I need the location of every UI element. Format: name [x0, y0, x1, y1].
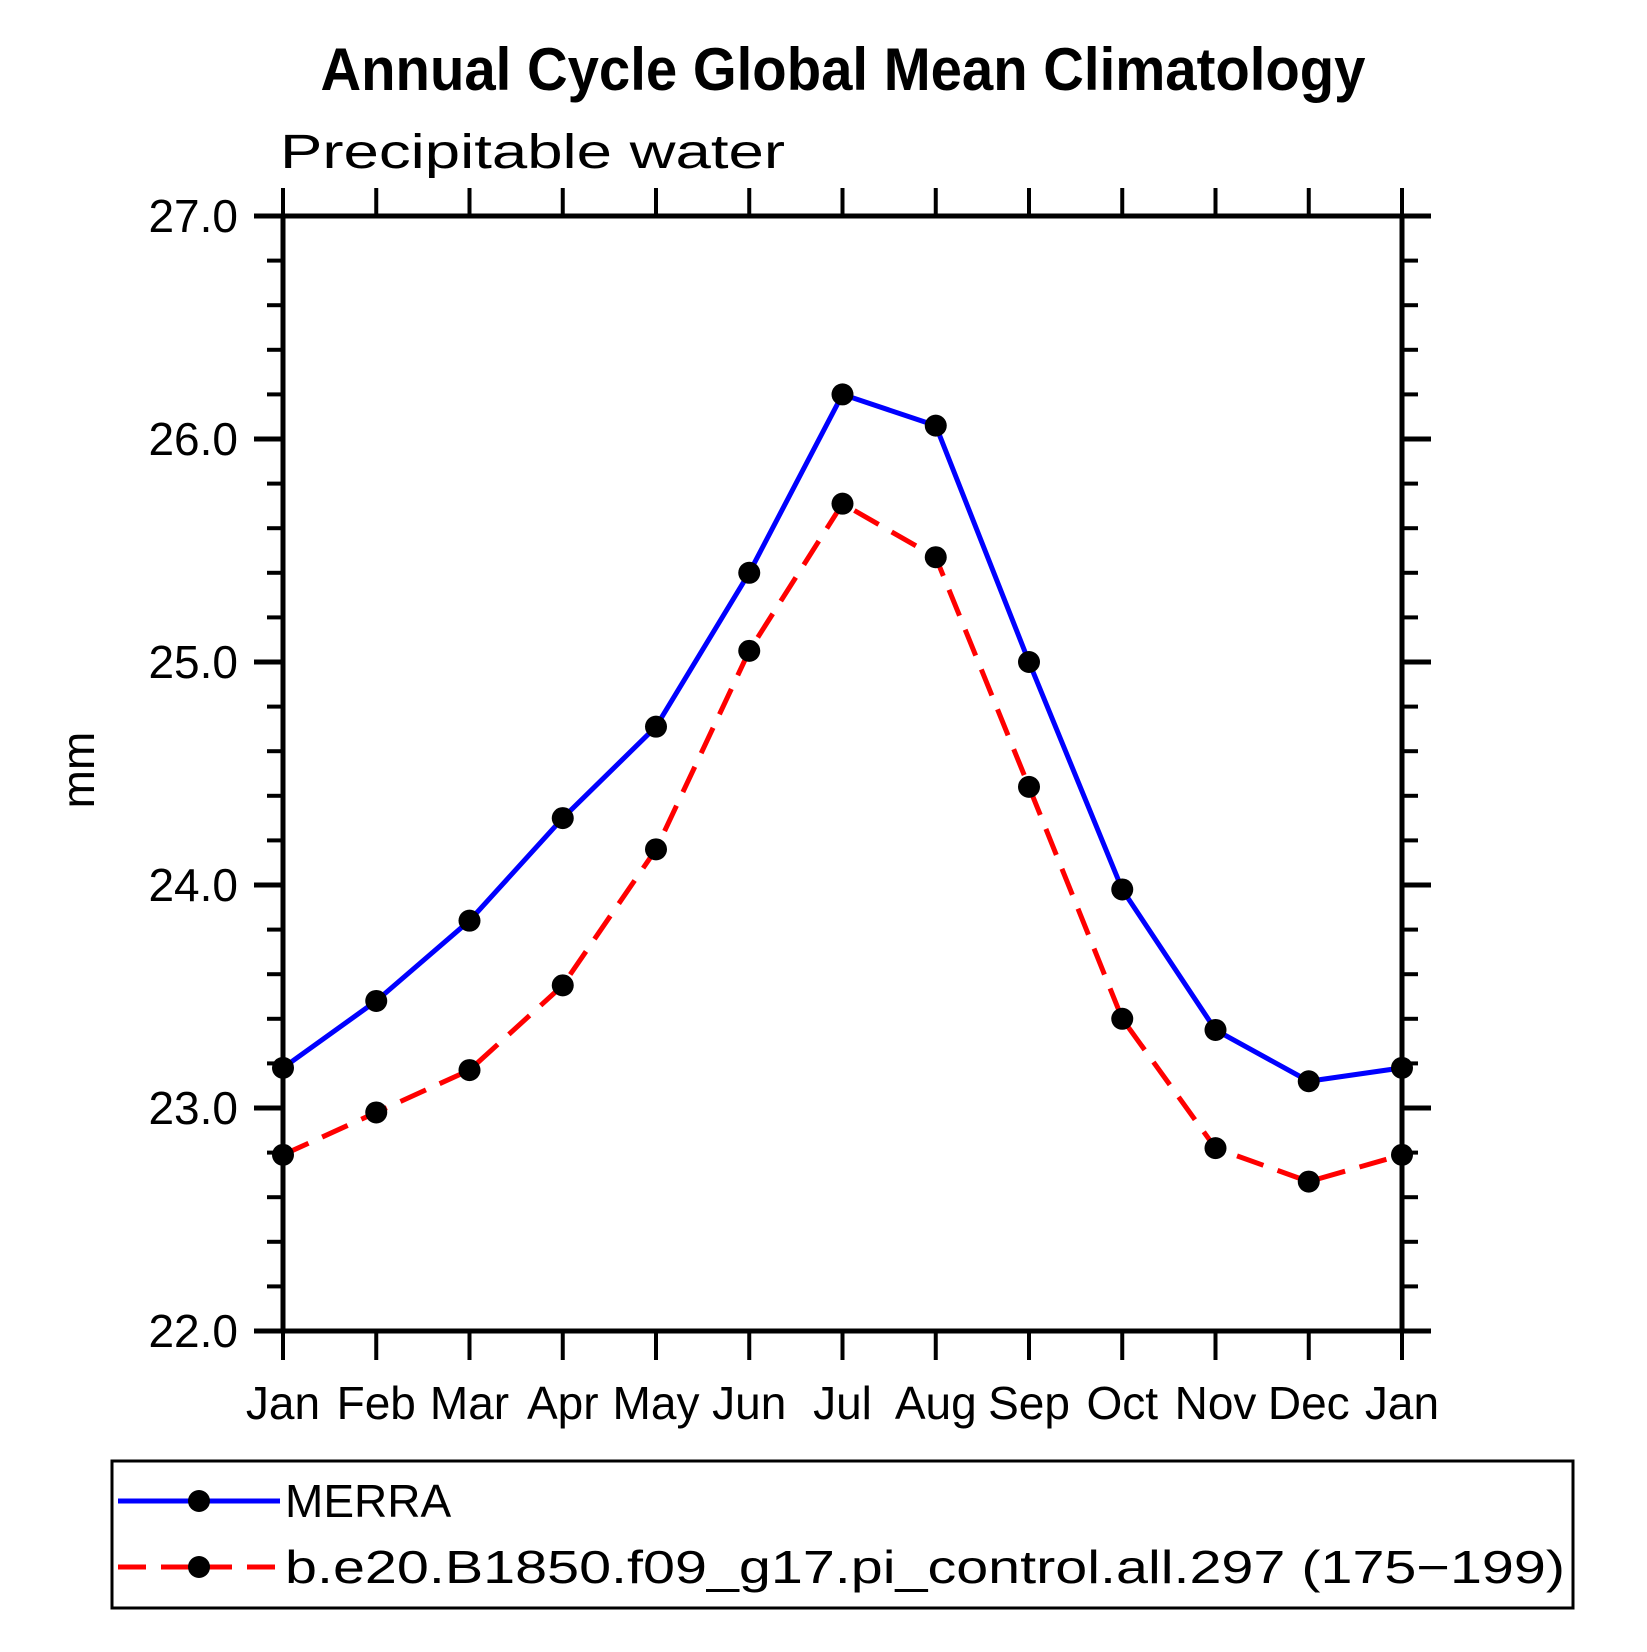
data-point-marker-1	[365, 1101, 388, 1124]
data-point-marker-1	[1204, 1137, 1227, 1160]
data-point-marker-0	[1391, 1056, 1413, 1079]
data-point-marker-0	[645, 715, 667, 738]
data-point-marker-0	[831, 383, 854, 406]
x-tick-label: Jun	[712, 1377, 786, 1429]
data-point-marker-1	[551, 974, 574, 997]
legend-label-model: b.e20.B1850.f09_g17.pi_control.all.297 (…	[285, 1541, 1565, 1593]
data-point-marker-0	[1204, 1018, 1227, 1041]
y-tick-label: 22.0	[148, 1305, 238, 1357]
x-tick-label: Nov	[1175, 1377, 1257, 1429]
x-tick-label: May	[613, 1377, 700, 1429]
data-point-marker-1	[831, 492, 854, 515]
x-tick-label: Dec	[1268, 1377, 1350, 1429]
x-tick-label: Oct	[1086, 1377, 1158, 1429]
y-tick-label: 27.0	[148, 190, 238, 242]
data-point-marker-1	[458, 1059, 481, 1082]
legend-box	[110, 1459, 1575, 1610]
data-point-marker-0	[458, 909, 481, 932]
legend-label-merra: MERRA	[285, 1475, 451, 1527]
data-point-marker-1	[924, 546, 947, 569]
data-point-marker-0	[551, 807, 574, 830]
legend-marker-model	[188, 1556, 210, 1578]
plot-frame	[280, 213, 1405, 1334]
data-point-marker-0	[1018, 651, 1040, 673]
x-tick-label: Aug	[895, 1377, 977, 1429]
x-tick-label: Jul	[813, 1377, 872, 1429]
y-tick-label: 24.0	[148, 859, 238, 911]
x-tick-label: Sep	[988, 1377, 1070, 1429]
x-tick-label: Feb	[337, 1377, 416, 1429]
data-point-marker-0	[738, 561, 761, 584]
x-tick-label: Jan	[1365, 1377, 1439, 1429]
x-tick-label: Apr	[527, 1377, 599, 1429]
page-title: Annual Cycle Global Mean Climatology	[321, 36, 1367, 103]
x-tick-label: Mar	[430, 1377, 509, 1429]
legend-entry-model: b.e20.B1850.f09_g17.pi_control.all.297 (…	[118, 1541, 1565, 1593]
data-point-marker-1	[1391, 1143, 1413, 1166]
data-point-marker-0	[272, 1056, 294, 1079]
data-point-marker-1	[272, 1143, 294, 1166]
data-point-marker-0	[1111, 878, 1134, 901]
data-point-marker-0	[365, 989, 388, 1012]
data-point-marker-0	[924, 414, 947, 437]
legend-entry-merra: MERRA	[118, 1475, 451, 1527]
legend-marker-merra	[188, 1490, 210, 1512]
y-tick-label: 26.0	[148, 413, 238, 465]
data-point-marker-1	[1297, 1170, 1320, 1193]
x-tick-label: Jan	[246, 1377, 320, 1429]
data-point-marker-0	[1297, 1070, 1320, 1093]
chart-subtitle: Precipitable water	[280, 126, 785, 179]
data-point-marker-1	[1111, 1007, 1134, 1030]
data-point-marker-1	[1018, 775, 1040, 798]
series-line-1	[281, 500, 1403, 1185]
y-tick-label: 25.0	[148, 636, 238, 688]
data-point-marker-1	[645, 838, 667, 861]
y-tick-label: 23.0	[148, 1082, 238, 1134]
data-point-marker-1	[738, 639, 761, 662]
legend: MERRA b.e20.B1850.f09_g17.pi_control.all…	[110, 1459, 1575, 1610]
y-axis-label: mm	[52, 732, 104, 809]
